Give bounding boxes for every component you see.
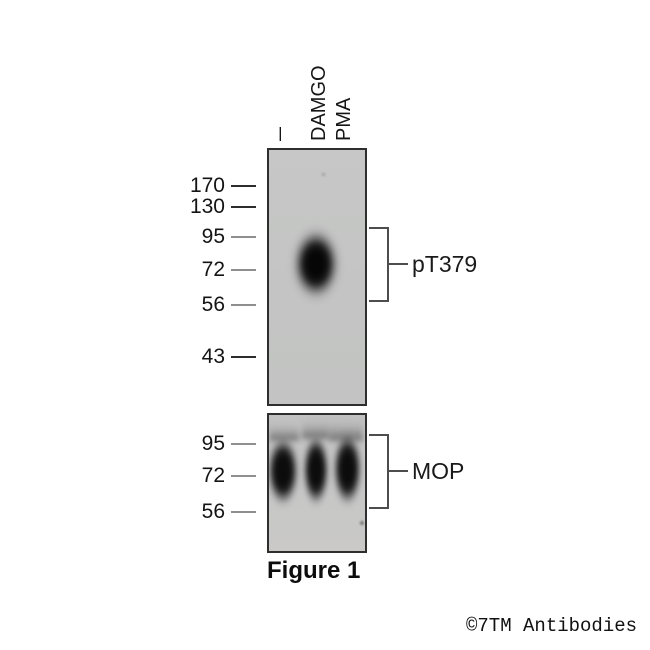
mw-marker-tick	[231, 269, 256, 271]
mop-bracket-pointer	[389, 470, 408, 472]
mw-marker-tick	[231, 185, 256, 187]
mw-marker-label: 130	[189, 195, 225, 218]
mw-marker-label: 95	[201, 432, 225, 455]
band-damgo-mop	[301, 431, 331, 509]
mw-marker-label: 56	[201, 293, 225, 316]
mw-marker-tick	[231, 236, 256, 238]
pt379-bracket-vertical	[387, 227, 389, 302]
mw-marker-56: 56	[142, 294, 256, 316]
band-damgo-pt379	[289, 224, 343, 304]
mw-marker-95-bottom: 95	[142, 433, 256, 455]
mw-marker-label: 56	[201, 500, 225, 523]
mw-marker-tick	[231, 511, 256, 513]
lane-label-damgo: DAMGO	[308, 65, 330, 141]
mw-marker-tick	[231, 356, 256, 358]
mw-marker-label: 43	[201, 345, 225, 368]
lane-label-pma: PMA	[333, 97, 355, 141]
pt379-bracket-pointer	[389, 263, 408, 265]
blot-artifact-speck	[360, 521, 364, 525]
figure-caption: Figure 1	[267, 557, 361, 584]
mw-marker-tick	[231, 443, 256, 445]
mw-marker-label: 95	[201, 225, 225, 248]
pt379-bracket-bottom-arm	[369, 300, 389, 302]
mop-bracket-top-arm	[369, 434, 389, 436]
blot-artifact-speck	[322, 173, 325, 176]
band-pma-mop	[331, 429, 364, 509]
mw-marker-170: 170	[142, 175, 256, 197]
mop-bracket-vertical	[387, 434, 389, 509]
mw-marker-72-bottom: 72	[142, 465, 256, 487]
band-control-mop	[269, 433, 301, 509]
mw-marker-72: 72	[142, 259, 256, 281]
mw-marker-56-bottom: 56	[142, 501, 256, 523]
mw-marker-95: 95	[142, 226, 256, 248]
mw-marker-label: 72	[201, 464, 225, 487]
mw-marker-tick	[231, 304, 256, 306]
mw-marker-43: 43	[142, 346, 256, 368]
pt379-label: pT379	[412, 251, 478, 277]
pt379-bracket-top-arm	[369, 227, 389, 229]
mw-marker-label: 170	[189, 174, 225, 197]
mw-marker-label: 72	[201, 258, 225, 281]
mop-label: MOP	[412, 458, 465, 484]
mw-marker-130: 130	[142, 196, 256, 218]
mw-marker-tick	[231, 475, 256, 477]
mw-marker-tick	[231, 206, 256, 208]
pt379-blot-panel	[267, 148, 367, 406]
copyright-credit: ©7TM Antibodies	[466, 615, 638, 637]
mop-bracket-bottom-arm	[369, 507, 389, 509]
mop-blot-panel	[267, 413, 367, 553]
lane-label-control: —	[271, 127, 287, 141]
